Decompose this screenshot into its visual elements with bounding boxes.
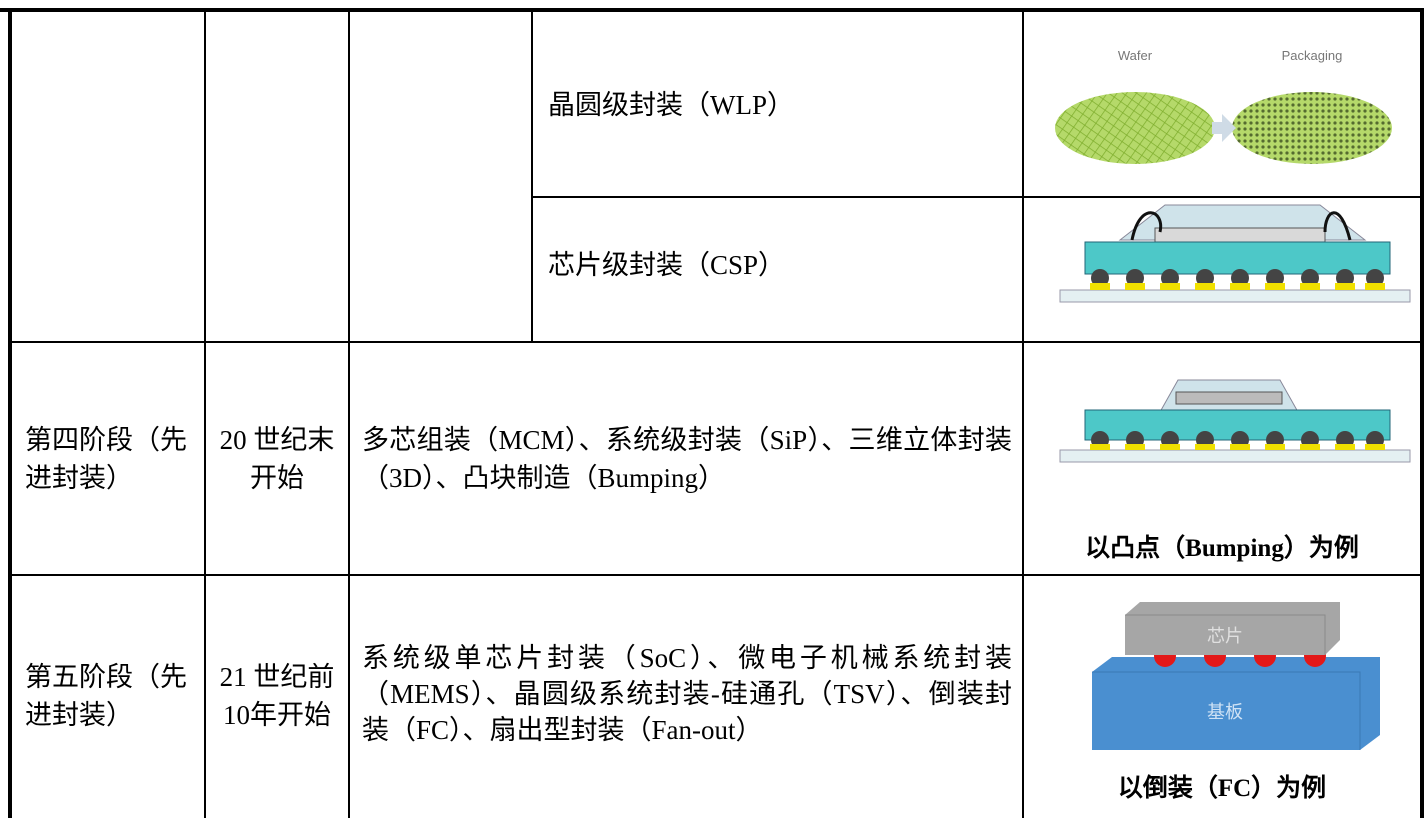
caption: 以倒装（FC）为例: [1117, 775, 1327, 802]
package-name: 芯片级封装（CSP）: [548, 250, 786, 280]
fc-figure: [1092, 602, 1380, 750]
border: [0, 8, 1424, 12]
stage: 第四阶段（先进封装）: [25, 425, 187, 493]
bumping-figure: [1059, 379, 1411, 463]
packaging: [1232, 92, 1392, 164]
border: [1022, 10, 1024, 818]
csp-figure: [1059, 204, 1411, 303]
border: [532, 196, 1422, 198]
figure-label: Packaging: [1282, 48, 1343, 63]
figure-label: 基板: [1207, 702, 1243, 722]
border: [10, 574, 1422, 576]
period: 20 世纪末开始: [219, 425, 335, 493]
package-name: 晶圆级封装（WLP）: [548, 90, 794, 120]
figure-label: Wafer: [1118, 48, 1153, 63]
border: [531, 10, 533, 342]
border: [348, 10, 350, 818]
caption: 以凸点（Bumping）为例: [1085, 535, 1359, 562]
figure-label: 芯片: [1207, 626, 1243, 646]
border: [1420, 8, 1424, 818]
content: 系统级单芯片封装（SoC）、微电子机械系统封装（MEMS）、晶圆级系统封装-硅通…: [362, 643, 1012, 745]
content: 多芯组装（MCM）、系统级封装（SiP）、三维立体封装（3D）、凸块制造（Bum…: [362, 425, 1012, 493]
stage: 第五阶段（先进封装）: [25, 662, 187, 730]
period: 21 世纪前10年开始: [219, 662, 335, 730]
wafer: [1055, 92, 1215, 164]
border: [8, 8, 12, 818]
border: [10, 341, 1422, 343]
border: [204, 10, 206, 818]
arrow: [1212, 114, 1236, 142]
